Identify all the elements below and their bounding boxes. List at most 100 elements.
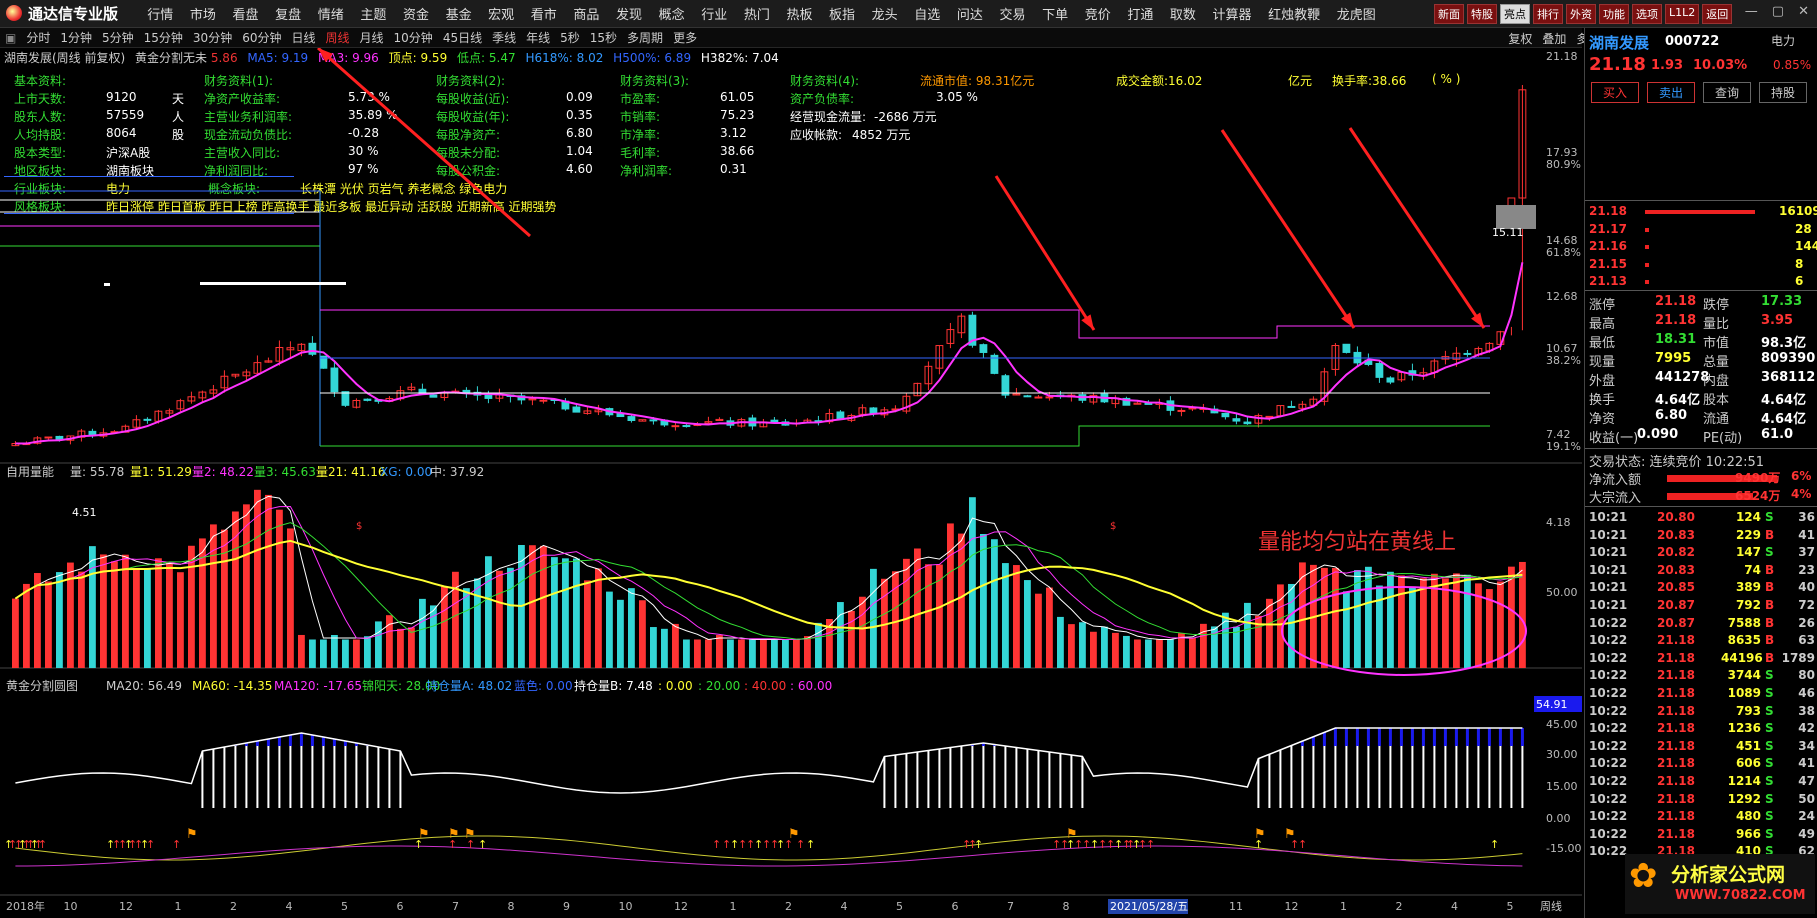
tick-side: B <box>1765 527 1775 542</box>
volume-bar <box>1475 583 1482 668</box>
price-tag: 15.11 <box>1492 226 1524 239</box>
menu-item-13[interactable]: 行业 <box>701 8 728 23</box>
chart-tool-1[interactable]: 叠加 <box>1542 32 1567 46</box>
period-tab-9[interactable]: 10分钟 <box>393 31 433 45</box>
candle <box>1089 392 1098 405</box>
menu-item-27[interactable]: 龙虎图 <box>1336 8 1376 23</box>
menu-item-18[interactable]: 自选 <box>914 8 941 23</box>
signal-arrow-icon: ↑ <box>18 838 27 851</box>
menu-item-14[interactable]: 热门 <box>743 8 770 23</box>
menu-item-2[interactable]: 看盘 <box>232 8 259 23</box>
function-button-4[interactable]: 外资 <box>1566 4 1596 24</box>
tick-side: S <box>1765 809 1774 824</box>
menu-item-11[interactable]: 发现 <box>616 8 643 23</box>
menu-item-6[interactable]: 资金 <box>402 8 429 23</box>
volume-bar <box>309 639 316 668</box>
volume-bar <box>67 562 74 668</box>
function-button-3[interactable]: 排行 <box>1533 4 1563 24</box>
menu-item-4[interactable]: 情绪 <box>317 8 344 23</box>
menu-item-26[interactable]: 红烛教鞭 <box>1268 8 1321 23</box>
action-button-0[interactable]: 买入 <box>1591 82 1639 103</box>
period-tab-1[interactable]: 1分钟 <box>60 31 92 45</box>
menu-item-3[interactable]: 复盘 <box>275 8 302 23</box>
function-button-8[interactable]: 返回 <box>1702 4 1733 24</box>
function-button-2[interactable]: 亮点 <box>1500 4 1530 24</box>
period-tab-14[interactable]: 15秒 <box>589 31 618 45</box>
signal-arrow-icon: ↑ <box>712 838 721 851</box>
signal-arrow-icon: ↑ <box>968 838 977 851</box>
tick-volume: 44196 <box>1721 650 1763 665</box>
industry-value[interactable]: 电力 <box>106 182 131 196</box>
menu-item-20[interactable]: 交易 <box>999 8 1026 23</box>
action-button-2[interactable]: 查询 <box>1703 82 1751 103</box>
period-tab-15[interactable]: 多周期 <box>627 31 664 45</box>
period-tab-7[interactable]: 周线 <box>325 31 350 45</box>
volume-bar <box>1398 575 1405 668</box>
period-tab-8[interactable]: 月线 <box>359 31 384 45</box>
minimize-icon[interactable]: — <box>1744 4 1758 19</box>
candle <box>715 417 724 421</box>
ma-value-7: H500%: 6.89 <box>613 51 692 65</box>
period-tab-3[interactable]: 15分钟 <box>143 31 183 45</box>
volume-bar <box>1497 581 1504 668</box>
period-tab-6[interactable]: 日线 <box>291 31 316 45</box>
menu-item-9[interactable]: 看市 <box>530 8 557 23</box>
function-button-0[interactable]: 新面 <box>1434 4 1464 24</box>
function-button-7[interactable]: L1L2 <box>1665 4 1700 24</box>
menu-item-25[interactable]: 计算器 <box>1212 8 1252 23</box>
candle <box>1034 395 1043 399</box>
period-tab-11[interactable]: 季线 <box>492 31 517 45</box>
panel-divider <box>1585 290 1817 291</box>
menu-item-7[interactable]: 基金 <box>445 8 472 23</box>
menu-item-10[interactable]: 商品 <box>573 8 600 23</box>
style-values[interactable]: 昨日涨停 昨日首板 昨日上榜 昨高换手 最近多板 最近异动 活跃股 近期新高 近… <box>106 200 557 214</box>
indicator-name[interactable]: 黄金分割无未 <box>135 51 208 65</box>
menu-item-24[interactable]: 取数 <box>1169 8 1196 23</box>
menu-item-21[interactable]: 下单 <box>1042 8 1069 23</box>
function-button-5[interactable]: 功能 <box>1599 4 1629 24</box>
period-tab-5[interactable]: 60分钟 <box>242 31 282 45</box>
period-tab-2[interactable]: 5分钟 <box>102 31 134 45</box>
date-axis-label: 12 <box>119 900 133 913</box>
fin1-label-1: 主营业务利润率: <box>204 110 293 124</box>
volume-bar <box>89 546 96 668</box>
close-icon[interactable]: ✕ <box>1798 4 1809 19</box>
period-tab-0[interactable]: 分时 <box>26 31 51 45</box>
tick-volume: 229 <box>1735 527 1761 542</box>
menu-item-12[interactable]: 概念 <box>658 8 685 23</box>
period-tab-10[interactable]: 45日线 <box>442 31 483 45</box>
volume-bar <box>1387 571 1394 668</box>
menu-item-19[interactable]: 问达 <box>956 8 983 23</box>
menu-item-16[interactable]: 板指 <box>829 8 856 23</box>
menu-item-23[interactable]: 打通 <box>1127 8 1154 23</box>
maximize-icon[interactable]: ▢ <box>1771 4 1785 19</box>
menu-item-22[interactable]: 竞价 <box>1084 8 1111 23</box>
menu-item-17[interactable]: 龙头 <box>871 8 898 23</box>
concept-values[interactable]: 长株潭 光伏 页岩气 养老概念 绿色电力 <box>300 182 508 196</box>
fin4-title: 财务资料(4): <box>790 74 860 88</box>
tick-row: 10:21 20.83 229 B 41 <box>1585 528 1817 546</box>
action-button-1[interactable]: 卖出 <box>1647 82 1695 103</box>
menu-item-0[interactable]: 行情 <box>147 8 174 23</box>
period-tab-12[interactable]: 年线 <box>526 31 551 45</box>
function-button-6[interactable]: 选项 <box>1632 4 1662 24</box>
period-tab-4[interactable]: 30分钟 <box>192 31 233 45</box>
menu-item-1[interactable]: 市场 <box>189 8 216 23</box>
candle <box>1342 343 1351 354</box>
period-toggle-icon[interactable]: ▣ <box>5 30 17 45</box>
chart-tool-0[interactable]: 复权 <box>1508 32 1533 46</box>
basic-info-title: 基本资料: <box>14 74 67 88</box>
period-tab-13[interactable]: 5秒 <box>560 31 580 45</box>
volume-bar <box>1068 624 1075 668</box>
menu-item-8[interactable]: 宏观 <box>488 8 515 23</box>
candlestick-series <box>11 85 1527 447</box>
menu-item-15[interactable]: 热板 <box>786 8 813 23</box>
action-button-3[interactable]: 持股 <box>1759 82 1807 103</box>
tick-count: 1789 <box>1781 650 1815 665</box>
period-tab-16[interactable]: 更多 <box>673 31 698 45</box>
function-button-1[interactable]: 特股 <box>1467 4 1497 24</box>
volume-bar <box>639 600 646 668</box>
tick-time: 10:21 <box>1589 510 1628 524</box>
menu-item-5[interactable]: 主题 <box>360 8 387 23</box>
